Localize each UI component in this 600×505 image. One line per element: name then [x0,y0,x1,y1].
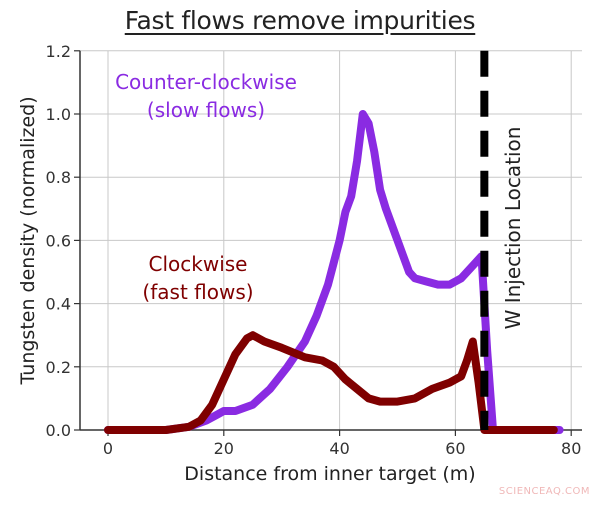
annotation-counter-clockwise: Counter-clockwise [115,70,297,94]
x-tick-label: 80 [561,439,581,458]
y-tick-label: 0.6 [46,231,71,250]
x-tick-label: 60 [445,439,465,458]
injection-location-line: W Injection Location [480,50,525,430]
series-clockwise [104,331,558,434]
series-counter-clockwise [104,110,564,434]
y-axis-label: Tungsten density (normalized) [17,96,39,385]
y-tick-label: 0.8 [46,168,71,187]
annotation-clockwise: (fast flows) [142,280,253,304]
x-axis-label: Distance from inner target (m) [184,463,475,485]
x-tick-label: 40 [329,439,349,458]
axes: 0.0 0.2 0.4 0.6 0.8 1.0 1.2 0 20 40 60 80 Distance f… [17,42,582,485]
annotation-counter-clockwise: (slow flows) [147,98,265,122]
y-tick-label: 0.2 [46,358,71,377]
y-tick-label: 0.0 [46,421,71,440]
annotation-clockwise: Clockwise [149,252,248,276]
data-series [104,110,564,434]
y-tick-label: 0.4 [46,295,71,314]
chart-title: Fast flows remove impurities [124,6,476,35]
x-tick-label: 20 [214,439,234,458]
annotations: Counter-clockwise (slow flows) Clockwise (f… [115,70,297,304]
x-tick-label: 0 [103,439,113,458]
watermark: SCIENCEAQ.COM [498,486,590,497]
y-tick-label: 1.2 [46,42,71,61]
y-tick-label: 1.0 [46,105,71,124]
injection-location-label: W Injection Location [501,127,525,330]
